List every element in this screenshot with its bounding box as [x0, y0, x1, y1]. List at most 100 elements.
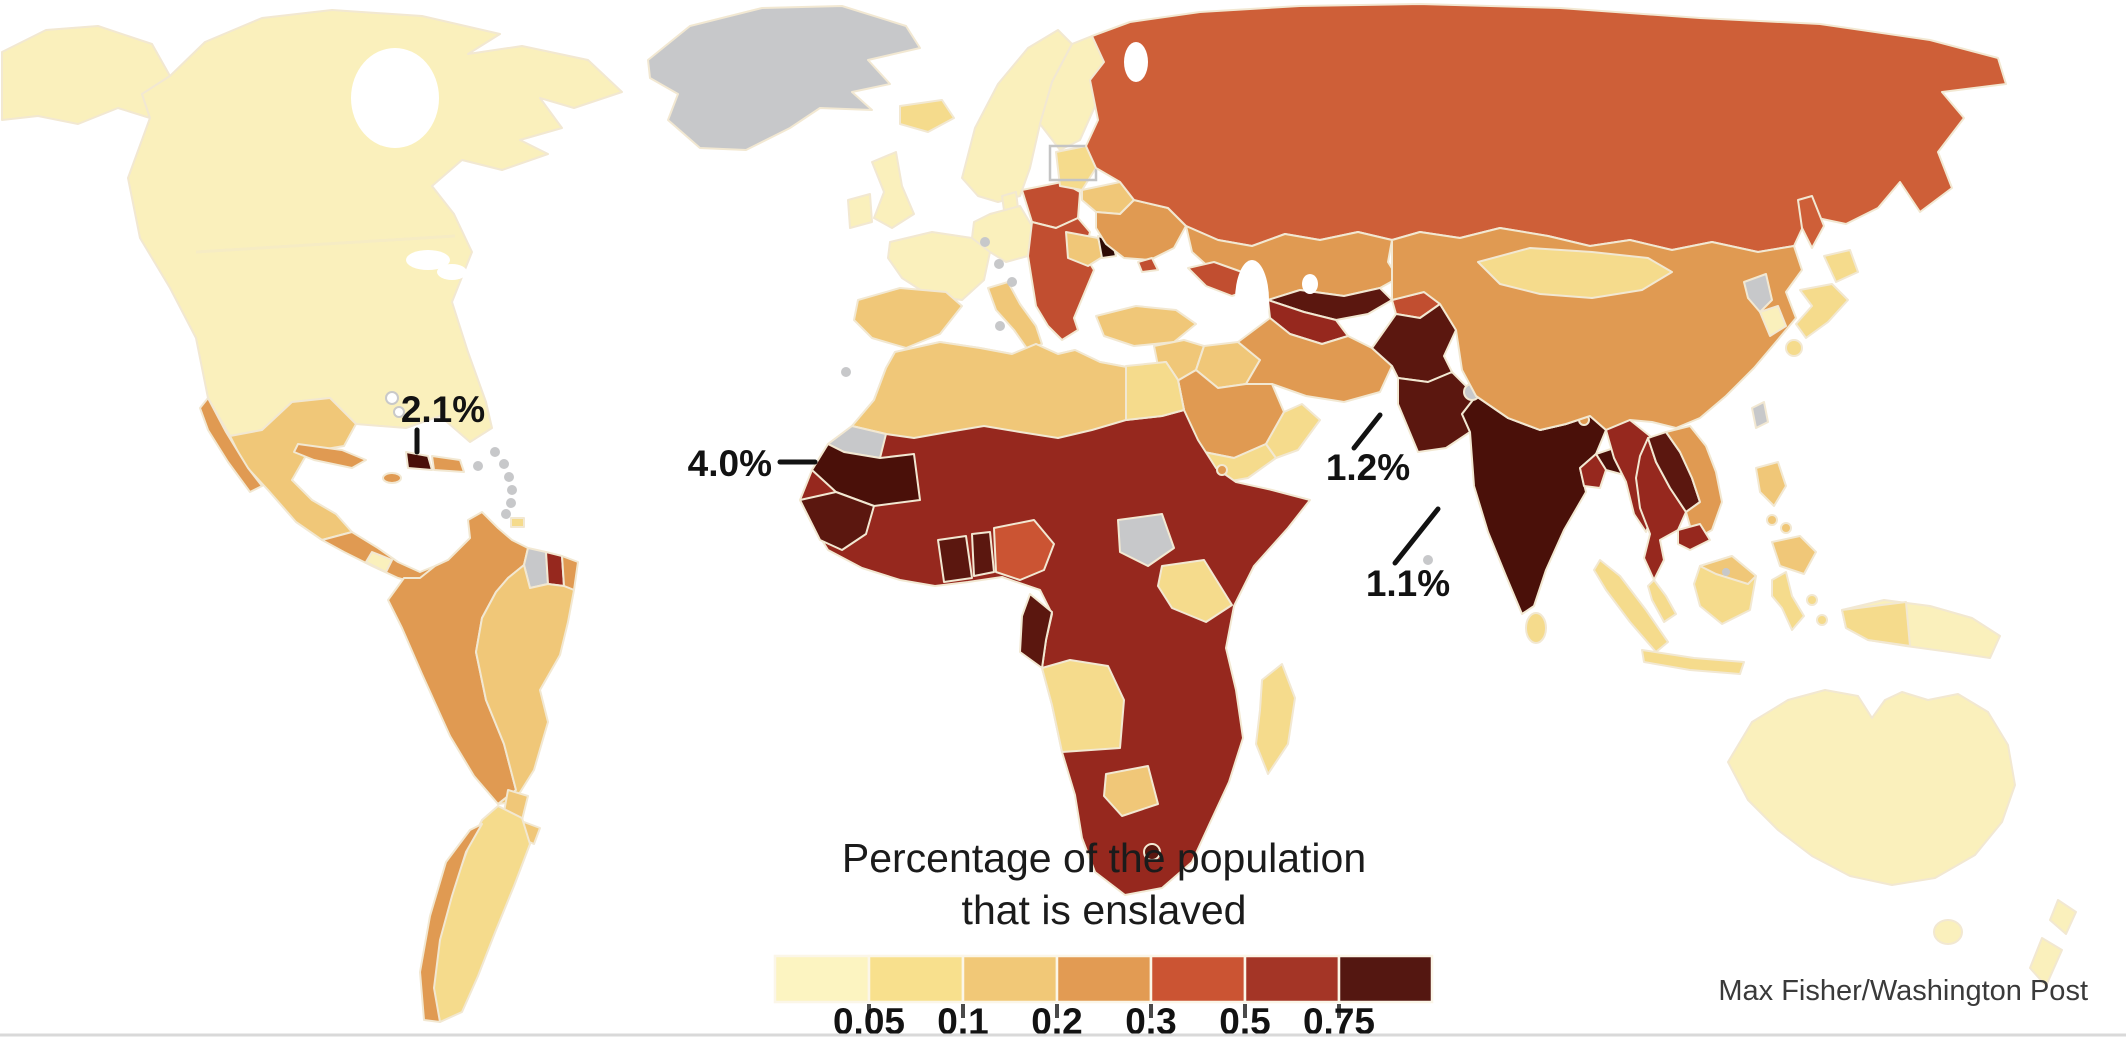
country-oman — [1265, 403, 1321, 459]
great-lakes-2 — [437, 264, 467, 280]
country-nigeria — [993, 519, 1055, 581]
island-dot — [490, 447, 500, 457]
legend-swatch-2 — [867, 954, 965, 1004]
annotation-india-label: 1.1% — [1366, 563, 1450, 604]
island-dot — [504, 472, 514, 482]
legend-label-0.5: 0.5 — [1219, 1001, 1270, 1038]
maldives-dot — [1423, 555, 1433, 565]
annotation-pakistan-line — [1351, 412, 1383, 451]
annotation-pakistan-label: 1.2% — [1326, 447, 1410, 488]
country-south-sudan — [1117, 513, 1175, 567]
aral-sea — [1302, 274, 1318, 294]
country-japan-hokkaido — [1823, 249, 1859, 283]
country-brazil — [475, 564, 575, 805]
country-new-zealand-north — [2049, 899, 2077, 935]
continent-north-america — [1, 5, 921, 585]
region-west-papua — [1841, 601, 1911, 647]
country-ghana — [937, 535, 973, 583]
country-jamaica — [382, 472, 402, 484]
country-dominican-republic — [431, 455, 465, 473]
region-middle-east — [1153, 303, 1457, 485]
legend-swatch-6 — [1243, 954, 1341, 1004]
continent-africa — [799, 341, 1311, 896]
region-crimea — [1137, 257, 1159, 273]
legend-label-0.2: 0.2 — [1031, 1001, 1082, 1038]
white-sea — [1124, 42, 1148, 82]
country-sri-lanka — [1525, 612, 1547, 644]
hudson-bay — [351, 48, 439, 148]
country-mexico — [229, 397, 357, 541]
region-europe — [847, 29, 1197, 351]
country-botswana — [1103, 765, 1159, 817]
caspian-sea — [1235, 260, 1269, 340]
annotation-haiti-label: 2.1% — [401, 389, 485, 430]
legend: Percentage of the population that is ens… — [773, 835, 1434, 1038]
region-russia-central-asia — [1085, 3, 2007, 345]
country-uk — [871, 151, 915, 229]
island-dot — [506, 498, 516, 508]
country-italy — [987, 281, 1043, 351]
country-chile — [419, 823, 483, 1023]
country-bangladesh — [1579, 453, 1607, 489]
country-mongolia — [1477, 247, 1673, 299]
legend-label-0.05: 0.05 — [833, 1001, 905, 1038]
philippines-visayas-1 — [1766, 514, 1778, 526]
legend-swatch-4 — [1055, 954, 1153, 1004]
country-taiwan — [1751, 401, 1769, 429]
country-afghanistan — [1371, 303, 1457, 383]
country-cambodia — [1677, 523, 1711, 551]
annotation-mauritania-label: 4.0% — [688, 443, 772, 484]
country-lesotho — [1143, 843, 1161, 861]
great-lakes — [406, 250, 450, 270]
lesser-antilles-dots — [490, 447, 517, 519]
country-djibouti — [1216, 464, 1228, 476]
small-country-dot — [995, 321, 1005, 331]
country-greenland — [647, 5, 921, 151]
brunei-dot — [1722, 568, 1730, 576]
country-philippines-mindanao — [1771, 535, 1817, 575]
region-sakhalin — [1797, 195, 1825, 249]
small-country-dot — [980, 237, 990, 247]
country-ireland — [847, 193, 873, 229]
country-germany-central-europe — [971, 205, 1033, 263]
country-madagascar — [1255, 663, 1296, 775]
annotations: 2.1% 4.0% 1.2% 1.1% — [401, 389, 1450, 604]
small-country-dot — [1007, 277, 1017, 287]
legend-tick-labels: 0.05 0.1 0.2 0.3 0.5 0.75 — [833, 1001, 1375, 1038]
country-iceland — [899, 99, 955, 133]
us-canada-border — [195, 234, 456, 254]
country-angola — [1041, 659, 1125, 753]
region-baja-strip — [199, 397, 263, 493]
legend-color-ramp — [773, 954, 1434, 1004]
legend-ticks — [867, 1004, 1341, 1018]
island-tasmania — [1933, 919, 1963, 945]
country-turkey — [1095, 305, 1197, 347]
country-french-guiana — [561, 555, 579, 591]
country-ukraine — [1095, 199, 1187, 261]
legend-swatch-5 — [1149, 954, 1247, 1004]
legend-swatch-3 — [961, 954, 1059, 1004]
annotation-india-line — [1392, 506, 1441, 566]
island-moluccas-2 — [1816, 614, 1828, 626]
island-sulawesi — [1771, 571, 1805, 631]
country-alaska — [1, 25, 171, 125]
country-spain-portugal — [853, 287, 963, 349]
small-country-dots-europe — [980, 237, 1017, 331]
country-mauritania — [811, 443, 921, 507]
region-togo-benin — [971, 531, 995, 577]
philippines-visayas-2 — [1780, 522, 1792, 534]
island-java — [1641, 649, 1745, 675]
legend-label-0.3: 0.3 — [1125, 1001, 1176, 1038]
legend-label-0.75: 0.75 — [1303, 1001, 1375, 1038]
legend-title-line2: that is enslaved — [962, 887, 1247, 933]
country-new-zealand-south — [2029, 937, 2063, 987]
island-dot — [507, 485, 517, 495]
puerto-rico-dot — [473, 461, 483, 471]
continent-oceania — [1727, 689, 2077, 987]
legend-title-line1: Percentage of the population — [842, 835, 1366, 881]
country-kenya — [1157, 559, 1233, 623]
region-southeast-asia — [1593, 419, 2001, 675]
country-australia — [1727, 689, 2016, 886]
